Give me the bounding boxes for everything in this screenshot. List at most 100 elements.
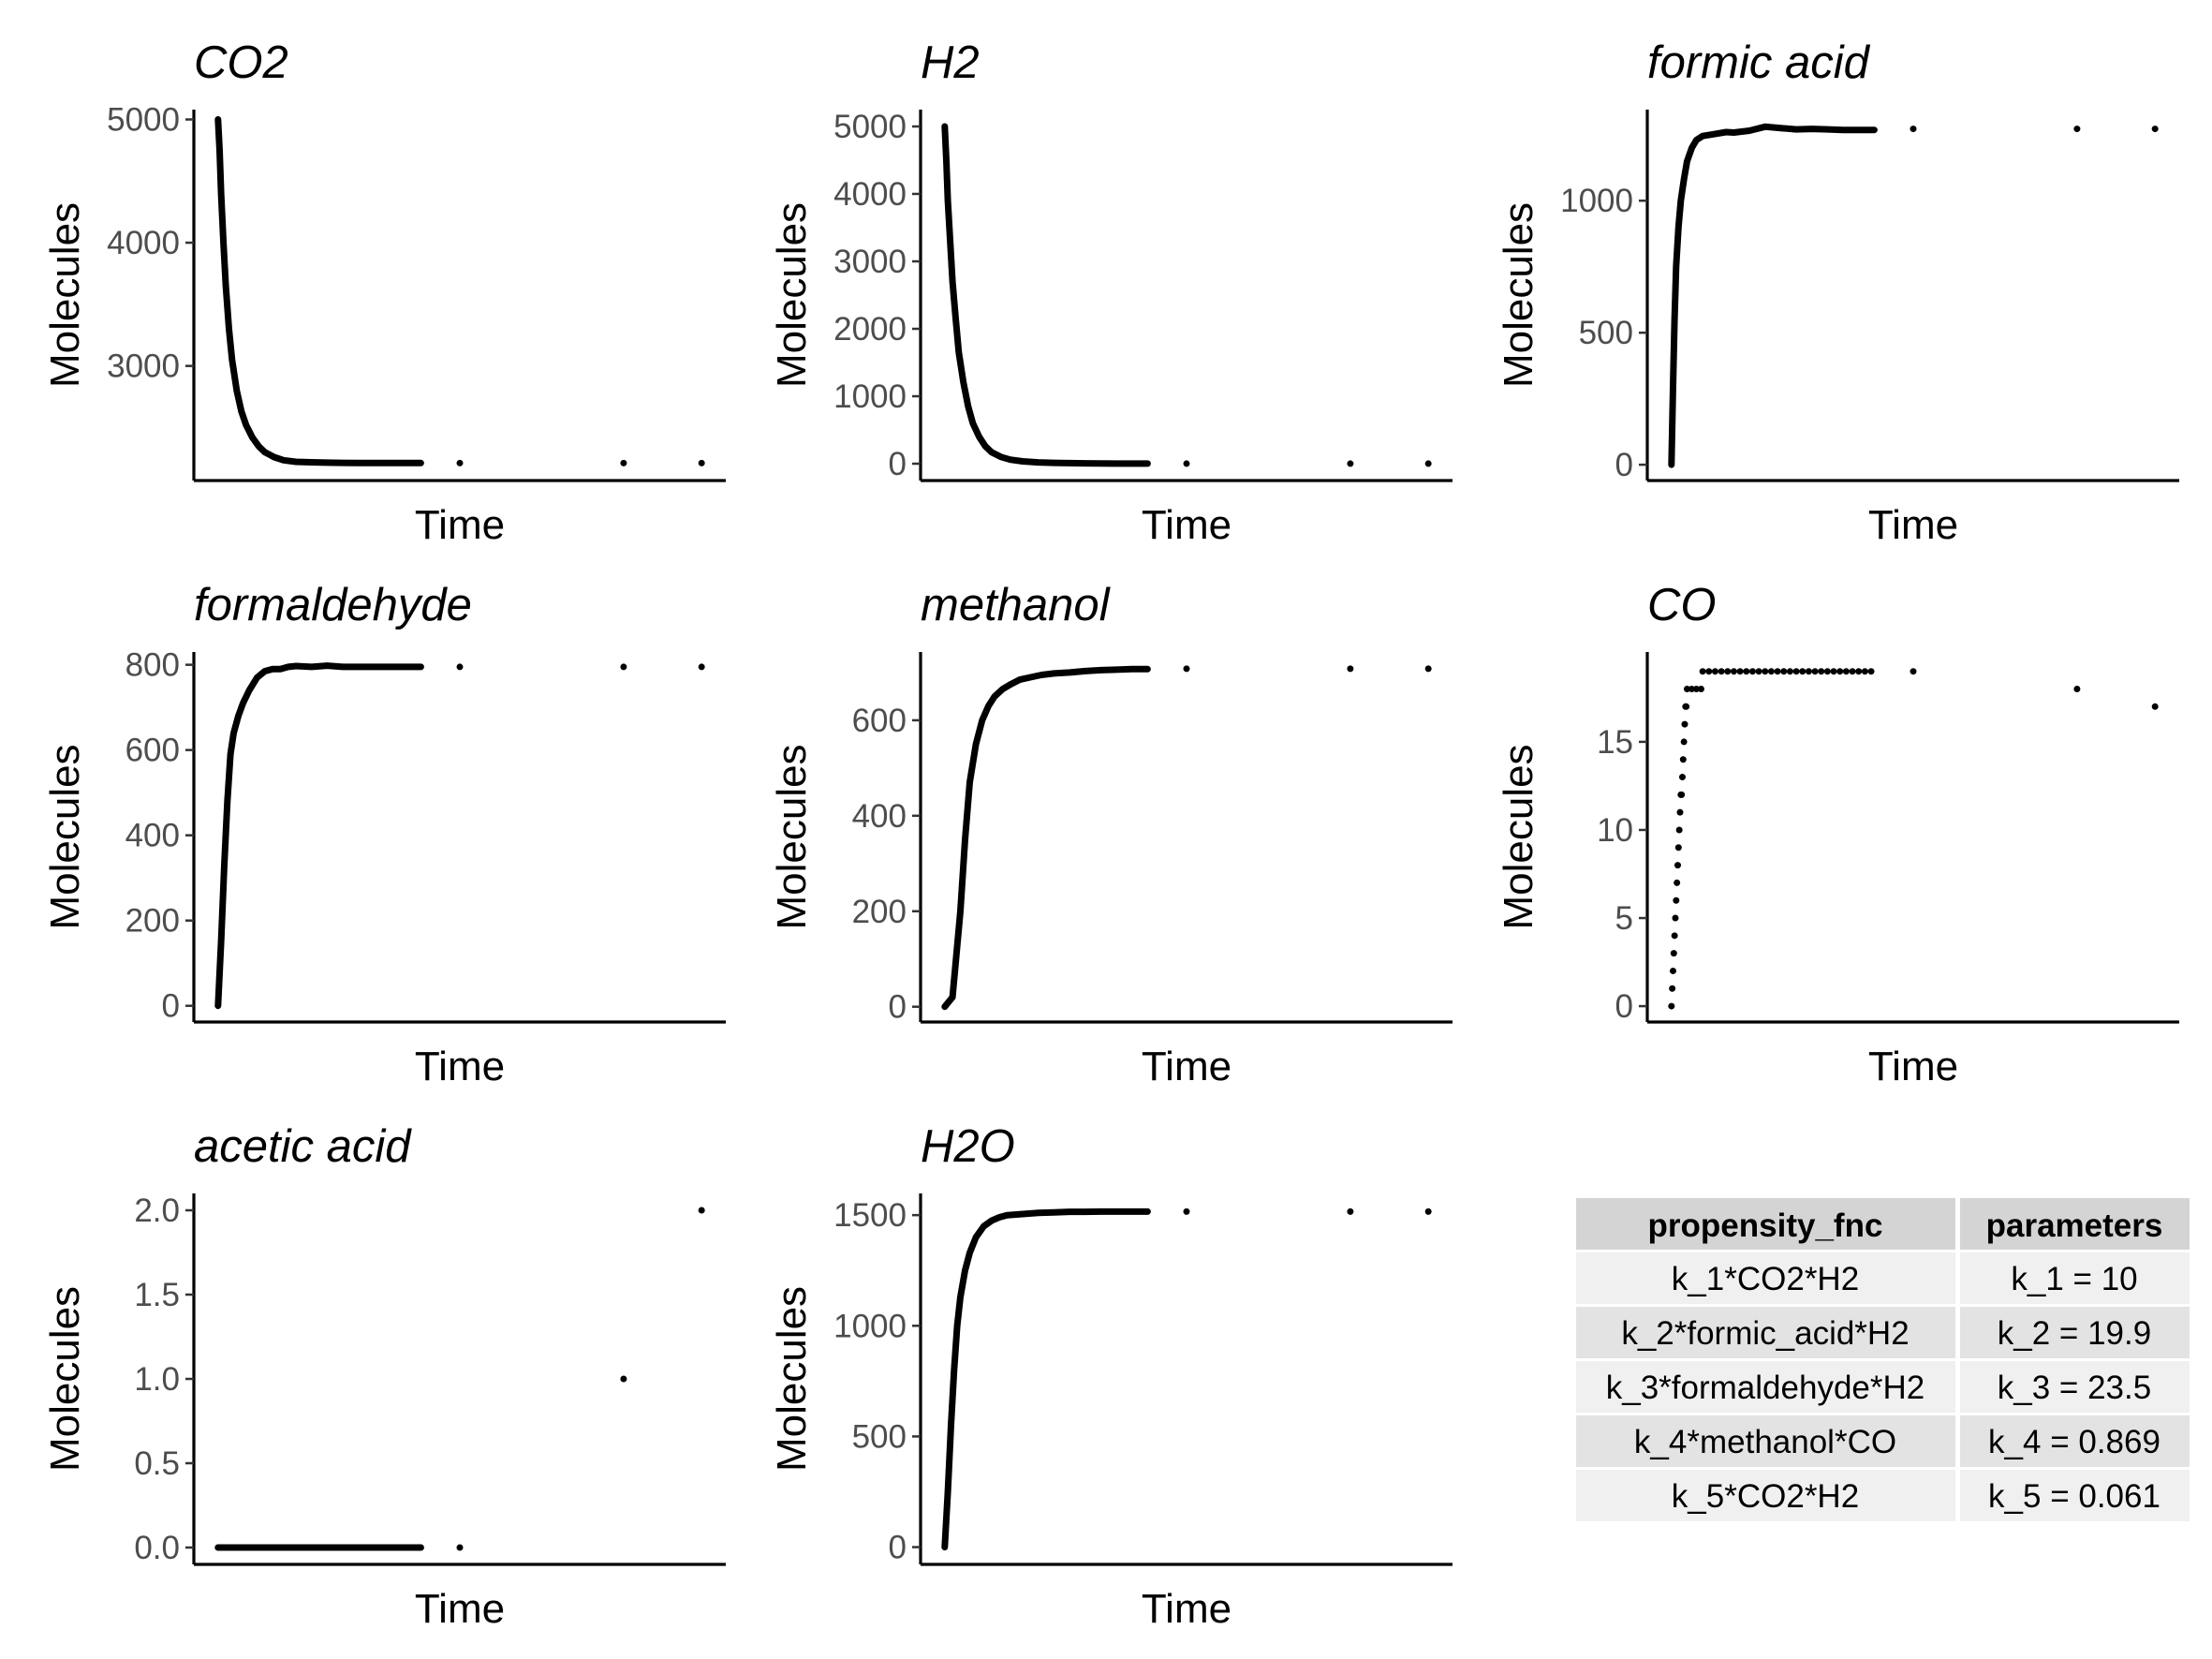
table-row-5-cell-2 (1960, 1470, 2190, 1521)
table-row-1-cell-2 (1960, 1252, 2190, 1304)
table-header-cell-2 (1960, 1198, 2190, 1250)
data-point (1681, 720, 1688, 728)
data-point (1748, 668, 1756, 675)
data-point (1730, 668, 1737, 675)
series-line (941, 665, 1151, 1011)
x-axis-title: Time (1142, 1586, 1231, 1632)
data-point (2151, 703, 2159, 710)
panel-5: methanol 0 200 400 600 Time Molecules (769, 580, 1453, 1089)
data-point (1424, 1207, 1432, 1215)
x-axis-title: Time (415, 1044, 505, 1089)
data-point (1675, 826, 1683, 834)
table-row-4-propensity: k_4*methanol*CO (1634, 1424, 1896, 1460)
data-point (1836, 668, 1844, 675)
panel-8: H2O 0 500 1000 1500 Time Molecules (769, 1121, 1453, 1632)
data-point (1697, 686, 1704, 692)
data-point (698, 663, 705, 671)
y-tick-label: 600 (125, 733, 180, 769)
data-point (1183, 1207, 1190, 1215)
y-axis-title: Molecules (42, 1286, 88, 1472)
table-row-3-cell-2 (1960, 1361, 2190, 1413)
data-point (1347, 665, 1354, 673)
y-tick-label: 500 (852, 1418, 907, 1455)
y-axis-title: Molecules (42, 202, 88, 388)
y-axis-title: Molecules (769, 744, 815, 929)
data-point (1699, 668, 1706, 675)
y-tick-label: 1000 (833, 1308, 907, 1344)
data-point (1705, 668, 1713, 675)
data-point (1679, 756, 1687, 763)
y-tick-label: 200 (852, 894, 907, 930)
table-row-3-cell-1 (1576, 1361, 1955, 1413)
table-row-5-parameter: k_5 = 0.061 (1988, 1478, 2160, 1515)
series-line (214, 116, 424, 467)
table-row-5-propensity: k_5*CO2*H2 (1672, 1478, 1859, 1515)
table-row-3-propensity: k_3*formaldehyde*H2 (1606, 1370, 1924, 1406)
table-row-3-parameter: k_3 = 23.5 (1998, 1370, 2151, 1406)
panel-3: formic acid 0 500 1000 Time Molecules (1496, 37, 2179, 548)
y-tick-label: 600 (852, 703, 907, 739)
data-point (1683, 686, 1690, 692)
data-point (1674, 844, 1682, 852)
panel-title: H2 (921, 37, 980, 88)
data-point (1347, 1207, 1354, 1215)
data-point (1861, 668, 1868, 675)
data-point (1669, 985, 1676, 992)
y-tick-label: 200 (125, 903, 180, 940)
data-point (1692, 686, 1700, 692)
data-point (1755, 668, 1762, 675)
data-point (1668, 1002, 1675, 1010)
data-point (1849, 668, 1856, 675)
data-point (1671, 932, 1678, 940)
panel-2: H2 0 1000 2000 3000 4000 5000 Time Molecules (769, 37, 1453, 548)
y-axis-title: Molecules (1496, 202, 1541, 388)
data-point (1855, 668, 1863, 675)
x-axis-title: Time (415, 502, 505, 548)
panel-title: CO2 (194, 37, 288, 88)
data-point (1669, 967, 1676, 974)
data-point (1183, 665, 1190, 673)
data-point (1811, 668, 1819, 675)
data-point (1670, 950, 1677, 957)
data-point (456, 1544, 464, 1551)
panel-6: CO 0 5 10 15 Time Molecules (1496, 580, 2179, 1089)
data-point (1678, 791, 1686, 798)
table-row-1-cell-1 (1576, 1252, 1955, 1304)
data-point (1786, 668, 1793, 675)
y-axis-title: Molecules (42, 744, 88, 929)
panel-title: formic acid (1647, 37, 1871, 88)
y-tick-label: 400 (852, 798, 907, 835)
data-point (1818, 668, 1825, 675)
y-tick-label: 1.5 (134, 1277, 180, 1313)
data-point (1805, 668, 1812, 675)
y-tick-label: 0.0 (134, 1530, 180, 1566)
data-point (1910, 668, 1917, 675)
y-tick-label: 5 (1615, 900, 1633, 937)
y-tick-label: 2000 (833, 311, 907, 348)
data-point (1183, 460, 1190, 467)
y-tick-label: 800 (125, 647, 180, 684)
data-point (1762, 668, 1769, 675)
y-tick-label: 0 (889, 446, 907, 482)
data-point (620, 663, 627, 671)
y-tick-label: 0 (1615, 447, 1633, 483)
table-header-propensity: propensity_fnc (1648, 1207, 1883, 1244)
series-line (941, 1207, 1151, 1551)
data-point (620, 1375, 627, 1383)
y-tick-label: 5000 (107, 102, 180, 139)
data-point (1867, 668, 1875, 675)
data-point (2151, 126, 2159, 133)
table-row-4-cell-1 (1576, 1415, 1955, 1467)
table-row-1-parameter: k_1 = 10 (2011, 1261, 2137, 1297)
table-header-cell-1 (1576, 1198, 1955, 1250)
x-axis-title: Time (1142, 1044, 1231, 1089)
data-point (1683, 703, 1690, 710)
y-tick-label: 10 (1597, 812, 1633, 849)
data-point (1830, 668, 1837, 675)
data-point (1799, 668, 1806, 675)
data-point (1674, 862, 1681, 869)
panel-1: CO2 3000 4000 5000 Time Molecules (42, 37, 726, 548)
series-line (1668, 123, 1878, 468)
data-point (1424, 665, 1432, 673)
